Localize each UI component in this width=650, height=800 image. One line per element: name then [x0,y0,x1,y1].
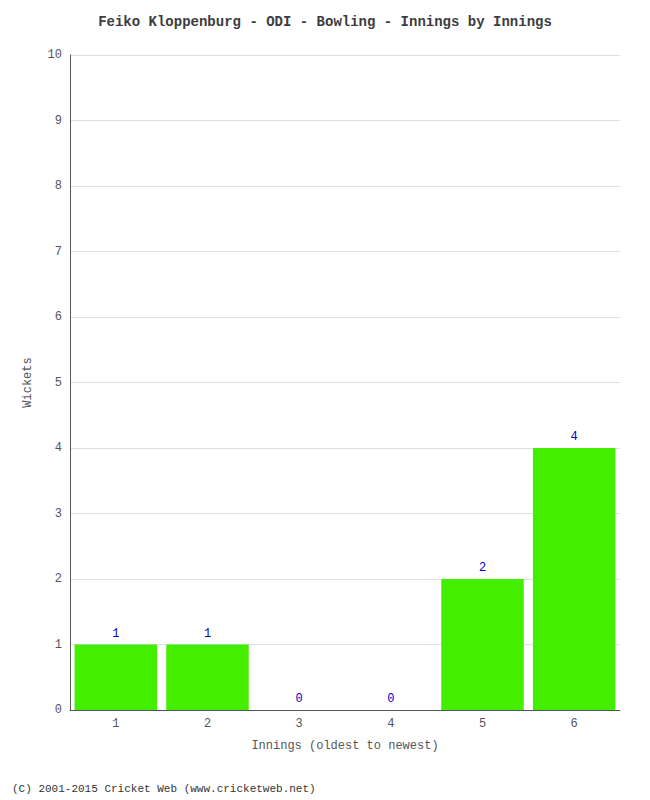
svg-text:Feiko Kloppenburg - ODI - Bowl: Feiko Kloppenburg - ODI - Bowling - Inni… [98,14,552,30]
svg-text:1: 1 [112,627,119,641]
svg-text:7: 7 [55,245,62,259]
svg-text:10: 10 [48,48,62,62]
svg-text:1: 1 [112,717,119,731]
svg-text:8: 8 [55,179,62,193]
svg-text:3: 3 [55,507,62,521]
svg-text:6: 6 [571,717,578,731]
svg-text:0: 0 [55,703,62,717]
svg-text:2: 2 [55,572,62,586]
svg-text:9: 9 [55,114,62,128]
svg-text:4: 4 [387,717,394,731]
svg-text:1: 1 [204,627,211,641]
svg-text:Innings (oldest to newest): Innings (oldest to newest) [251,739,438,753]
svg-text:Wickets: Wickets [21,357,35,407]
svg-text:3: 3 [296,717,303,731]
svg-text:6: 6 [55,310,62,324]
svg-text:2: 2 [204,717,211,731]
svg-text:5: 5 [479,717,486,731]
svg-text:0: 0 [387,692,394,706]
svg-text:0: 0 [296,692,303,706]
svg-text:(C) 2001-2015 Cricket Web (www: (C) 2001-2015 Cricket Web (www.cricketwe… [12,783,316,795]
svg-text:5: 5 [55,376,62,390]
svg-text:1: 1 [55,638,62,652]
svg-text:2: 2 [479,561,486,575]
svg-text:4: 4 [55,441,62,455]
svg-text:4: 4 [571,430,578,444]
